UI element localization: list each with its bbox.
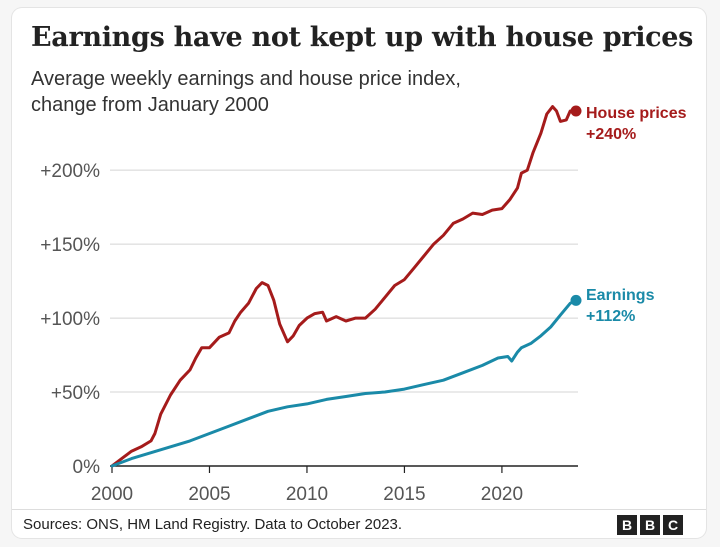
y-axis-ticks: 0% +50% +100% +150% +200%: [40, 161, 100, 478]
line-chart: 0%+50%+100%+150%+200% 2000 2005 2010 2015 20…: [40, 105, 687, 505]
y-tick-label: 0%: [73, 457, 101, 478]
series-line-earnings: [110, 298, 578, 468]
bbc-logo: B B C: [617, 515, 683, 535]
x-tick-label: 2005: [188, 484, 230, 505]
gridlines: [110, 169, 578, 467]
chart-subtitle: Average weekly earnings and house price …: [31, 66, 461, 118]
subtitle-line-1: Average weekly earnings and house price …: [31, 68, 461, 90]
series-end-dot: [570, 105, 582, 117]
series-name-label: Earnings: [586, 287, 655, 304]
series-value-label: +240%: [586, 126, 636, 143]
x-tick-label: 2020: [481, 484, 523, 505]
footer-divider: [12, 509, 706, 510]
y-tick-label: +200%: [40, 161, 100, 182]
series-value-label: +112%: [586, 308, 635, 325]
logo-letter: C: [663, 515, 683, 535]
series-end-dot: [570, 294, 582, 306]
logo-letter: B: [617, 515, 637, 535]
y-tick-label: +100%: [40, 309, 100, 330]
chart-title: Earnings have not kept up with house pri…: [31, 22, 694, 53]
series-layer: House prices +240% Earnings +112%: [110, 105, 687, 468]
series-line-house-prices: [110, 105, 578, 468]
x-tick-label: 2010: [286, 484, 328, 505]
x-tick-label: 2015: [383, 484, 425, 505]
y-tick-label: +50%: [51, 383, 100, 404]
subtitle-line-2: change from January 2000: [31, 94, 269, 116]
x-axis-ticks: 2000 2005 2010 2015 2020: [91, 466, 523, 505]
chart-card: Earnings have not kept up with house pri…: [12, 8, 706, 538]
series-name-label: House prices: [586, 105, 687, 122]
source-note: Sources: ONS, HM Land Registry. Data to …: [23, 516, 403, 533]
x-tick-label: 2000: [91, 484, 133, 505]
y-tick-label: +150%: [40, 235, 100, 256]
logo-letter: B: [640, 515, 660, 535]
